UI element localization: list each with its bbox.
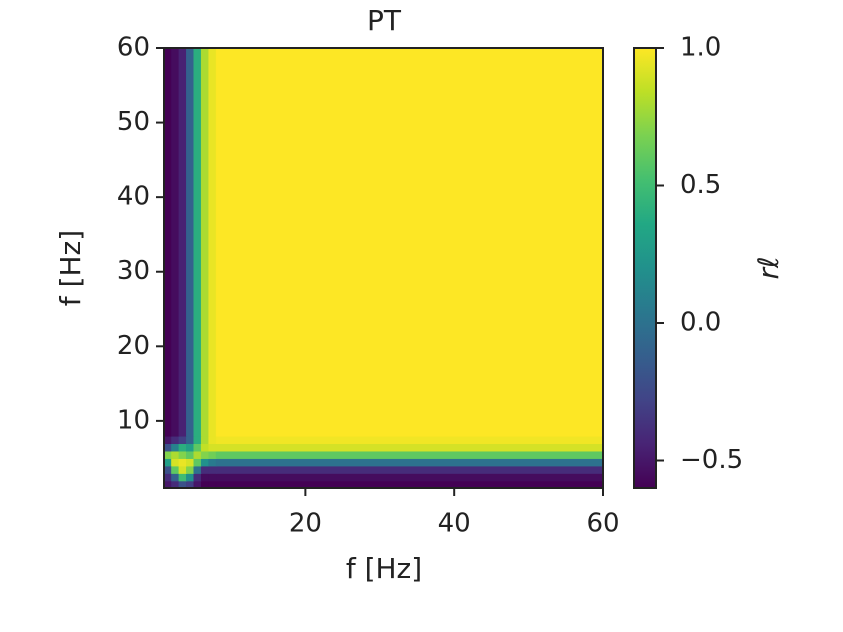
- heatmap-cell: [163, 450, 173, 459]
- heatmap-cell: [215, 472, 604, 482]
- y-tick-label: 60: [117, 33, 150, 63]
- heatmap-cell: [186, 443, 195, 452]
- heatmap-cell: [200, 472, 210, 482]
- heatmap-cell: [171, 47, 180, 437]
- heatmap-cell: [178, 435, 188, 445]
- heatmap-cell: [171, 435, 180, 445]
- heatmap-cell: [186, 47, 195, 437]
- heatmap-cell: [208, 457, 217, 467]
- heatmap-cell: [208, 472, 217, 482]
- colorbar-tick-label: 1.0: [680, 33, 721, 63]
- y-tick-label: 30: [117, 256, 150, 286]
- heatmap: [163, 47, 604, 489]
- heatmap-cell: [171, 443, 180, 452]
- chart-title: PT: [367, 4, 402, 37]
- heatmap-cell: [186, 465, 195, 474]
- colorbar-tick-label: 0.0: [680, 308, 721, 338]
- y-tick-label: 20: [117, 331, 150, 361]
- heatmap-cell: [215, 457, 604, 467]
- heatmap-cell: [178, 443, 188, 452]
- y-axis-label: f [Hz]: [54, 230, 87, 306]
- heatmap-cell: [208, 450, 217, 459]
- y-tick-label: 10: [117, 405, 150, 435]
- colorbar: [633, 47, 657, 489]
- heatmap-cell: [171, 450, 180, 459]
- colorbar-label: rℓ: [752, 256, 785, 279]
- heatmap-cell: [178, 47, 188, 437]
- heatmap-cell: [200, 47, 210, 437]
- plot-frame: [163, 47, 604, 489]
- heatmap-cell: [193, 450, 202, 459]
- heatmap-cell: [186, 457, 195, 467]
- heatmap-cell: [163, 457, 173, 467]
- heatmap-cell: [163, 435, 173, 445]
- y-tick-label: 40: [117, 182, 150, 212]
- heatmap-cell: [200, 443, 210, 452]
- heatmap-cell: [163, 465, 173, 474]
- heatmap-cell: [215, 47, 604, 437]
- heatmap-cell: [171, 465, 180, 474]
- heatmap-cell: [208, 47, 217, 437]
- heatmap-cell: [186, 472, 195, 482]
- heatmap-cell: [200, 465, 210, 474]
- heatmap-cell: [186, 450, 195, 459]
- heatmap-cell: [215, 435, 604, 445]
- heatmap-cell: [171, 472, 180, 482]
- heatmap-cell: [178, 457, 188, 467]
- heatmap-cell: [163, 47, 173, 437]
- x-axis-label: f [Hz]: [346, 552, 422, 585]
- heatmap-cell: [215, 465, 604, 474]
- heatmap-cell: [163, 443, 173, 452]
- heatmap-cell: [163, 472, 173, 482]
- heatmap-cell: [171, 457, 180, 467]
- colorbar-tick-label: 0.5: [680, 170, 721, 200]
- heatmap-cell: [200, 450, 210, 459]
- heatmap-cell: [186, 435, 195, 445]
- heatmap-cell: [200, 435, 210, 445]
- heatmap-cell: [193, 443, 202, 452]
- heatmap-cell: [200, 457, 210, 467]
- heatmap-cell: [178, 465, 188, 474]
- heatmap-cell: [215, 443, 604, 452]
- heatmap-cell: [178, 472, 188, 482]
- heatmap-cell: [193, 47, 202, 437]
- y-tick-label: 50: [117, 107, 150, 137]
- heatmap-cell: [208, 443, 217, 452]
- heatmap-cell: [178, 450, 188, 459]
- colorbar-tick-label: −0.5: [680, 445, 743, 475]
- heatmap-cell: [193, 472, 202, 482]
- heatmap-cell: [193, 465, 202, 474]
- x-tick-label: 60: [586, 509, 619, 539]
- heatmap-cell: [208, 465, 217, 474]
- heatmap-cell: [193, 457, 202, 467]
- x-tick-label: 40: [438, 509, 471, 539]
- x-tick-label: 20: [289, 509, 322, 539]
- heatmap-cell: [208, 435, 217, 445]
- heatmap-cell: [193, 435, 202, 445]
- heatmap-cell: [215, 450, 604, 459]
